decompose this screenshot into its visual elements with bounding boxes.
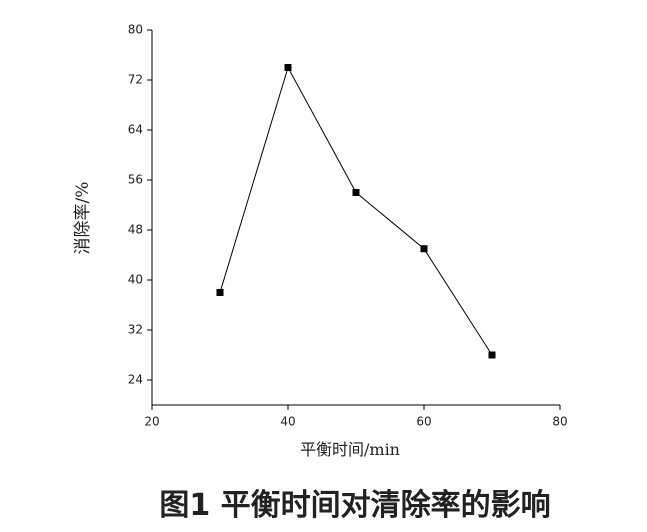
y-tick-label: 24	[128, 373, 143, 387]
data-point	[352, 189, 360, 196]
y-tick-label: 72	[128, 73, 143, 87]
data-point	[216, 289, 224, 296]
x-tick-label: 40	[280, 415, 295, 429]
y-tick-label: 48	[128, 223, 143, 237]
y-tick-label: 40	[128, 273, 143, 287]
x-axis-label: 平衡时间/min	[300, 440, 400, 459]
x-tick-label: 80	[552, 415, 567, 429]
y-tick-label: 56	[128, 173, 143, 187]
x-tick-label: 60	[416, 415, 431, 429]
data-point	[284, 64, 292, 71]
data-point	[488, 351, 496, 359]
y-tick-label: 80	[128, 23, 143, 37]
y-axis-label: 消除率/%	[73, 182, 93, 255]
y-tick-label: 32	[128, 323, 143, 337]
data-point	[420, 245, 428, 253]
x-tick-label: 20	[144, 415, 159, 429]
caption: 图1 平衡时间对清除率的影响	[159, 488, 550, 523]
y-tick-label: 64	[128, 123, 143, 137]
series-line	[219, 66, 493, 356]
